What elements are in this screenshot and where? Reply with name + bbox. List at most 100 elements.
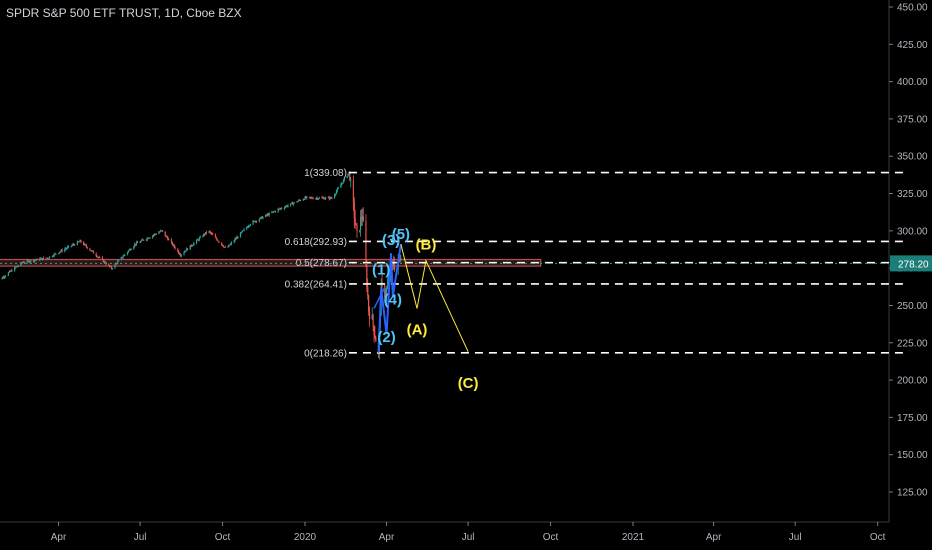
candle-body [215, 237, 217, 239]
candle-body [127, 250, 130, 253]
candle-body [359, 230, 361, 231]
x-tick-label: Apr [706, 532, 722, 543]
candle-body [58, 252, 61, 254]
candle-body [323, 197, 325, 200]
impulse-wave-path [377, 244, 402, 353]
candle-body [14, 267, 17, 269]
candle-body [20, 262, 22, 266]
candle-body [59, 251, 61, 253]
candle-body [273, 211, 275, 213]
candle-body [266, 214, 268, 216]
candle-body [41, 258, 44, 260]
x-tick-label: Jul [134, 532, 147, 543]
candle-body [228, 244, 230, 247]
candle-body [45, 257, 47, 259]
candle-body [158, 232, 160, 235]
candle-body [262, 216, 264, 219]
candle-body [336, 188, 338, 192]
impulse-trend-segment [373, 287, 386, 309]
candle-body [303, 199, 305, 201]
y-tick-label: 425.00 [897, 40, 928, 51]
candle-body [27, 260, 29, 262]
candle-body [304, 196, 306, 200]
candle-body [28, 260, 30, 263]
candle-body [400, 258, 402, 261]
candle-body [322, 197, 324, 199]
candle-body [189, 245, 191, 250]
candle-body [223, 246, 225, 248]
candle-body [52, 256, 54, 257]
candle-body [178, 253, 181, 255]
candle-body [334, 193, 337, 195]
candle-body [167, 237, 169, 240]
candle-body [48, 256, 51, 259]
candle-body [178, 251, 180, 254]
candle-body [227, 246, 229, 248]
y-tick-label: 400.00 [897, 77, 928, 88]
y-tick-label: 300.00 [897, 226, 928, 237]
candle-body [308, 196, 311, 198]
candle-body [368, 295, 370, 312]
candle-body [2, 276, 4, 279]
candle-body [192, 244, 194, 246]
candle-body [86, 246, 88, 249]
candle-body [290, 202, 293, 204]
candle-body [249, 224, 251, 226]
candle-body [57, 253, 60, 255]
candle-body [168, 239, 170, 241]
candle-body [99, 257, 101, 259]
candle-body [360, 217, 363, 219]
candle-body [349, 172, 351, 181]
candle-body [247, 227, 249, 228]
candle-body [224, 246, 226, 248]
candle-body [365, 221, 367, 266]
chart-title: SPDR S&P 500 ETF TRUST, 1D, Cboe BZX [6, 6, 242, 20]
candle-body [368, 311, 371, 320]
candle-body [34, 260, 36, 261]
x-tick-label: Oct [870, 532, 886, 543]
candle-body [184, 251, 186, 253]
candle-body [209, 231, 211, 233]
candle-body [374, 334, 376, 338]
candle-body [48, 258, 50, 259]
candle-body [90, 250, 92, 252]
candle-body [76, 241, 78, 246]
candle-body [214, 234, 216, 238]
candle-body [8, 271, 10, 273]
candle-body [134, 243, 136, 247]
y-tick-label: 200.00 [897, 376, 928, 387]
y-tick-label: 175.00 [897, 413, 928, 424]
candle-body [297, 201, 299, 202]
candle-body [152, 234, 155, 236]
candle-body [190, 245, 192, 247]
candle-body [40, 258, 43, 259]
candle-body [392, 263, 394, 265]
candle-body [7, 272, 9, 276]
candle-body [23, 262, 26, 264]
fib-level-label: 1(339.08) [304, 168, 347, 179]
candle-body [123, 255, 125, 257]
x-tick-label: Apr [51, 532, 67, 543]
candle-body [92, 250, 94, 252]
candle-body [29, 261, 31, 263]
impulse-wave-label: (1) [372, 262, 390, 279]
x-tick-label: Oct [215, 532, 231, 543]
corrective-wave-path [400, 244, 469, 352]
y-tick-label: 450.00 [897, 3, 928, 14]
candle-body [64, 249, 66, 252]
candle-body [343, 178, 346, 180]
candle-body [230, 242, 233, 244]
candle-body [385, 288, 388, 297]
candle-body [394, 265, 396, 270]
candle-body [147, 237, 149, 239]
y-tick-label: 325.00 [897, 189, 928, 200]
candle-body [325, 197, 327, 199]
candle-body [390, 275, 392, 280]
candle-body [16, 266, 18, 268]
candle-body [246, 227, 248, 230]
candle-body [111, 268, 113, 269]
candle-body [335, 191, 337, 194]
candle-body [367, 286, 369, 296]
